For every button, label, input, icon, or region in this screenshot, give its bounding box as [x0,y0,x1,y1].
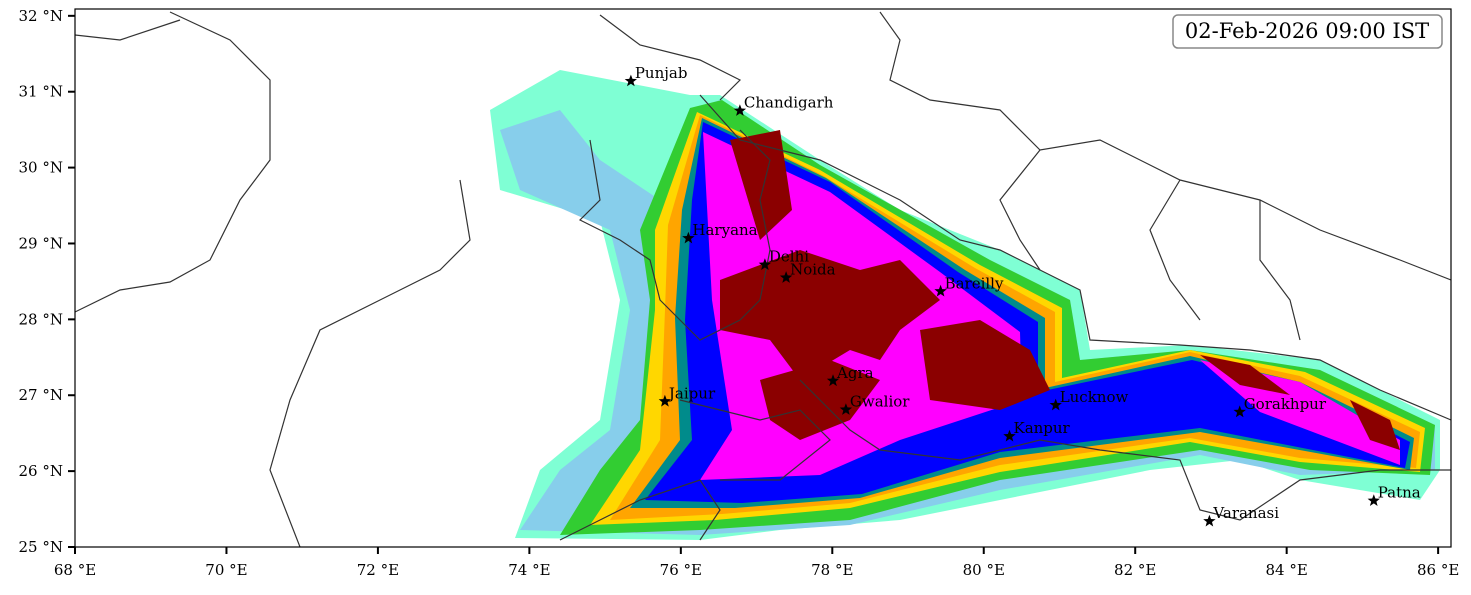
city-label: Patna [1378,484,1421,502]
city-marker [1003,429,1016,442]
state-border [578,129,1451,521]
city-label: Varanasi [1212,504,1279,522]
city-marker [1203,514,1216,527]
y-tick-label: 29 °N [19,234,63,252]
x-tick-label: 82 °E [1114,561,1156,579]
city-label: Gorakhpur [1244,395,1327,413]
city-marker [758,258,772,270]
city-marker [1367,494,1380,506]
city-label: Punjab [635,64,688,82]
x-tick-label: 78 °E [811,561,853,579]
map-frame [74,8,1452,548]
x-tick-label: 74 °E [508,561,550,579]
city-label: Bareilly [945,274,1004,292]
y-tick-label: 27 °N [19,386,63,404]
country-border [75,11,1451,547]
city-label: Agra [836,364,874,382]
rain-level-8 [700,132,1400,480]
city-marker [682,231,695,244]
city-label: Noida [790,261,836,279]
rain-level-9 [720,130,1400,450]
city-label: Chandigarh [744,94,834,112]
city-marker [624,74,637,87]
y-tick-label: 31 °N [19,83,63,101]
x-tick-label: 68 °E [54,561,96,579]
city-label: Delhi [769,248,809,266]
timestamp: 02-Feb-2026 09:00 IST [1185,19,1429,43]
city-marker [658,394,672,407]
timestamp-box [1172,14,1443,49]
x-tick-label: 72 °E [357,561,399,579]
city-marker [733,104,747,116]
x-tick-label: 76 °E [660,561,702,579]
x-tick-label: 80 °E [963,561,1005,579]
x-tick-label: 70 °E [205,561,247,579]
y-tick-label: 28 °N [19,310,63,328]
city-label: Lucknow [1060,388,1129,406]
city-marker [1049,398,1062,411]
y-tick-label: 25 °N [19,538,63,556]
city-marker [1233,405,1246,418]
x-tick-label: 84 °E [1266,561,1308,579]
city-marker [826,374,840,387]
city-label: Haryana [692,221,757,239]
rain-field [75,11,1451,547]
x-tick-label: 86 °E [1417,561,1459,579]
city-marker [934,284,947,297]
city-label: Kanpur [1013,419,1070,437]
y-tick-label: 26 °N [19,462,63,480]
city-label: Gwalior [850,393,910,411]
city-label: Jaipur [667,384,716,402]
city-marker [839,403,853,415]
y-tick-label: 30 °N [19,159,63,177]
city-marker [779,271,793,283]
y-tick-label: 32 °N [19,7,63,25]
